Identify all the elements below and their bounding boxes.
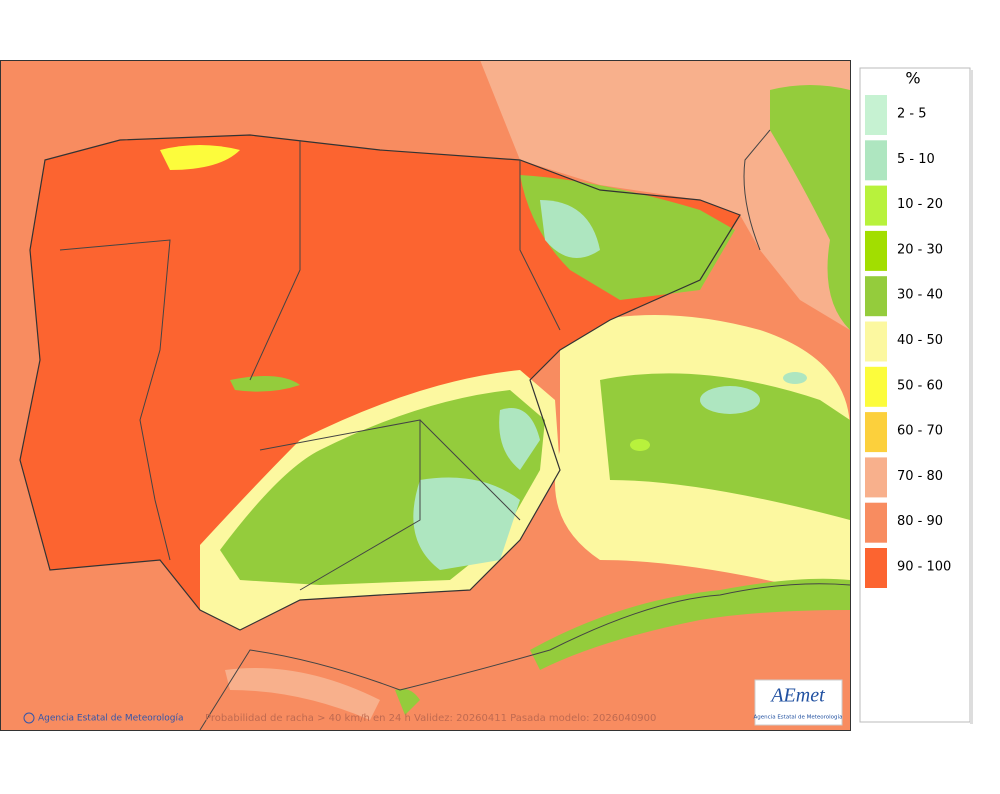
med-green bbox=[600, 373, 850, 520]
map-frame bbox=[0, 60, 851, 731]
legend-swatch bbox=[865, 230, 887, 271]
france-coast bbox=[743, 129, 771, 251]
logo-subtitle: Agencia Estatal de Meteorología bbox=[754, 714, 843, 721]
legend-label: 50 - 60 bbox=[897, 378, 943, 393]
legend-label: 5 - 10 bbox=[897, 152, 935, 167]
legend-label: 2 - 5 bbox=[897, 107, 927, 122]
legend-label: 70 - 80 bbox=[897, 469, 943, 484]
south-low bbox=[413, 477, 520, 570]
region-borders bbox=[59, 140, 561, 591]
map bbox=[0, 60, 851, 731]
catalonia-low bbox=[540, 200, 600, 258]
logo-box bbox=[754, 679, 843, 726]
logo-text: AEmet bbox=[769, 685, 825, 707]
legend-swatch bbox=[865, 276, 887, 317]
catalonia-green bbox=[520, 175, 735, 300]
legend-label: 60 - 70 bbox=[897, 424, 943, 439]
copyright-icon bbox=[23, 712, 35, 724]
legend-swatch bbox=[865, 457, 887, 498]
east-sea-green bbox=[770, 85, 850, 330]
africa-spot bbox=[395, 688, 420, 715]
legend-label: 90 - 100 bbox=[897, 560, 951, 575]
ibiza bbox=[630, 439, 650, 451]
legend-swatch bbox=[865, 502, 887, 543]
valencia-low bbox=[499, 408, 540, 470]
legend-swatch bbox=[865, 548, 887, 588]
legend-swatch bbox=[865, 140, 887, 181]
africa-green bbox=[530, 578, 850, 670]
africa-band bbox=[225, 668, 380, 720]
coastline bbox=[19, 134, 741, 631]
credit: Agencia Estatal de Meteorología bbox=[38, 714, 184, 724]
legend-shadow bbox=[970, 70, 973, 724]
legend-label: 30 - 40 bbox=[897, 288, 943, 303]
legend-label: 80 - 90 bbox=[897, 514, 943, 529]
legend-label: 40 - 50 bbox=[897, 333, 943, 348]
legend-swatch bbox=[865, 95, 887, 135]
centre-green bbox=[230, 376, 300, 392]
legend-label: 10 - 20 bbox=[897, 197, 943, 212]
legend-label: 20 - 30 bbox=[897, 242, 943, 257]
legend: 2 - 5 5 - 10 10 - 20 20 - 30 30 - 40 40 - 50 5… bbox=[865, 95, 951, 588]
legend-swatch bbox=[865, 185, 887, 226]
legend-title: % bbox=[905, 69, 920, 88]
legend-swatch bbox=[865, 366, 887, 407]
north-area bbox=[480, 60, 850, 330]
mallorca bbox=[700, 386, 760, 414]
legend-swatch bbox=[865, 412, 887, 453]
menorca bbox=[783, 372, 807, 384]
north-yellow bbox=[160, 145, 240, 170]
africa-coast bbox=[199, 583, 851, 731]
caption: Probabilidad de racha > 40 km/h en 24 h … bbox=[205, 713, 656, 724]
legend-swatch bbox=[865, 321, 887, 362]
